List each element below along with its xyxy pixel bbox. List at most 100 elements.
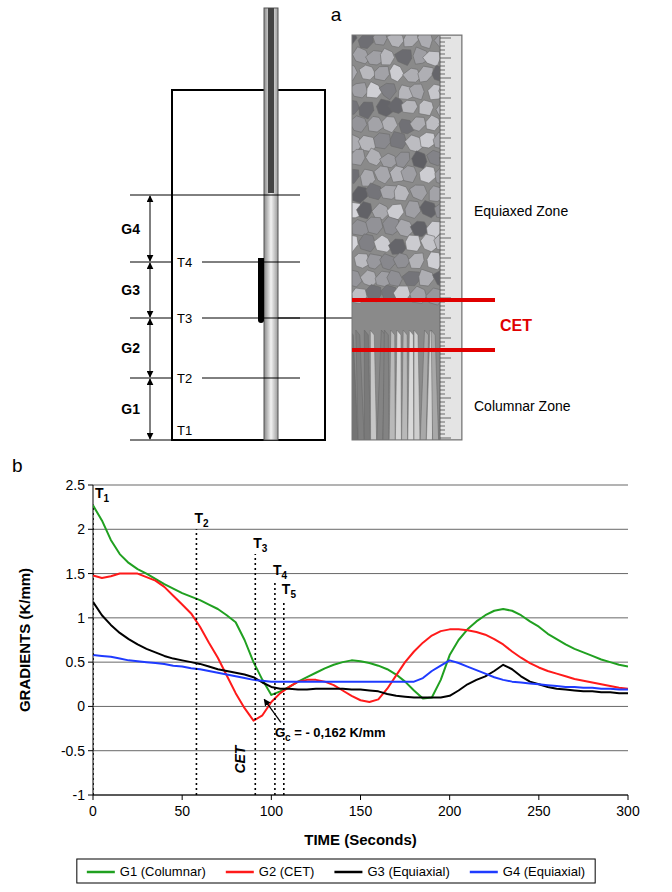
grain	[382, 117, 398, 133]
ruler-tick	[440, 122, 445, 123]
grain	[352, 186, 368, 203]
ruler-tick	[440, 322, 445, 323]
series-line	[93, 655, 628, 690]
ruler-tick	[440, 114, 445, 115]
grain	[426, 115, 441, 131]
ruler-tick	[440, 434, 445, 435]
ruler-tick	[440, 66, 445, 67]
y-tick	[88, 662, 93, 663]
grain	[409, 253, 425, 269]
ruler-tick	[440, 378, 451, 379]
ruler-tick	[440, 406, 445, 407]
y-tick	[88, 485, 93, 486]
ruler-tick	[440, 314, 445, 315]
ruler-tick	[440, 62, 445, 63]
text-subscript: 3	[262, 543, 268, 554]
text-subscript: 1	[104, 493, 110, 504]
grain	[389, 239, 407, 254]
ruler-tick	[440, 58, 451, 59]
event-line	[93, 504, 94, 795]
x-tick	[93, 795, 94, 800]
grain	[352, 100, 360, 114]
grid-line	[93, 529, 628, 530]
ruler-tick	[440, 258, 451, 259]
grid-line	[93, 706, 628, 707]
ruler-tick	[440, 410, 445, 411]
gradient-label: G3	[121, 282, 140, 298]
ruler-tick	[440, 390, 445, 391]
legend-label: G1 (Columnar)	[120, 864, 206, 879]
grain	[380, 48, 394, 65]
panel-label: a	[331, 4, 342, 25]
crucible	[172, 90, 325, 440]
ruler-tick	[440, 246, 445, 247]
panel-label: b	[12, 455, 23, 476]
ruler-tick	[440, 186, 445, 187]
photo-ground	[352, 35, 462, 440]
x-axis-title: TIME (Seconds)	[304, 831, 417, 848]
ruler-tick	[440, 342, 445, 343]
legend-item: G4 (Equiaxial)	[470, 864, 585, 879]
level-line	[130, 378, 172, 379]
grain	[357, 202, 373, 219]
ruler-tick	[440, 338, 451, 339]
ruler-tick	[440, 210, 445, 211]
ruler-tick	[440, 334, 445, 335]
y-tick-label: 0	[77, 698, 85, 714]
grain	[359, 102, 374, 119]
ruler-tick	[440, 274, 445, 275]
cet-label: CET	[500, 317, 532, 334]
ruler-tick	[440, 414, 445, 415]
ruler-tick	[440, 402, 445, 403]
grain	[423, 51, 440, 66]
grain	[367, 254, 382, 269]
thermocouple-rod	[264, 8, 278, 440]
ruler-tick	[440, 198, 451, 199]
thermocouple-label: T3	[177, 311, 192, 326]
thermocouple-label: T1	[177, 423, 192, 438]
ruler-tick	[440, 146, 445, 147]
legend-swatch	[334, 871, 362, 874]
event-label: T5	[282, 581, 297, 600]
x-tick-label: 50	[174, 803, 190, 819]
ruler-tick	[440, 218, 451, 219]
ruler-tick	[440, 46, 445, 47]
grain	[352, 35, 357, 46]
text-part: G	[275, 725, 285, 740]
ruler-tick	[440, 214, 445, 215]
diagram: G4G3G2G1T4T3T2T1CETEquiaxed ZoneColumnar…	[121, 8, 570, 440]
y-tick	[88, 795, 93, 796]
columnar-grain	[408, 330, 414, 440]
grain	[352, 169, 359, 184]
legend-swatch	[87, 871, 115, 874]
ruler-tick	[440, 78, 451, 79]
legend-swatch	[226, 871, 254, 874]
grain	[352, 116, 367, 133]
event-label: T3	[253, 535, 268, 554]
grain	[395, 152, 410, 167]
ruler-tick	[440, 310, 445, 311]
text-subscript: 4	[281, 570, 287, 581]
cet-line	[352, 298, 495, 302]
ruler-tick	[440, 202, 445, 203]
grid-line	[93, 485, 628, 486]
ruler-tick	[440, 130, 445, 131]
grain	[359, 234, 376, 252]
ruler-tick	[440, 270, 445, 271]
grain	[410, 185, 428, 201]
gradient-bracket	[150, 379, 151, 439]
ruler-tick	[440, 398, 451, 399]
ruler-tick	[440, 362, 445, 363]
ruler-tick	[440, 42, 445, 43]
grain	[374, 66, 389, 80]
rod-core	[268, 8, 274, 193]
level-line	[130, 318, 172, 319]
thermocouple-label: T4	[177, 255, 192, 270]
legend-box	[77, 859, 595, 883]
grain	[352, 149, 365, 165]
columnar-grain	[414, 330, 420, 440]
level-line	[202, 378, 300, 379]
y-tick	[88, 750, 93, 751]
ruler-tick	[440, 166, 445, 167]
y-tick	[88, 573, 93, 574]
